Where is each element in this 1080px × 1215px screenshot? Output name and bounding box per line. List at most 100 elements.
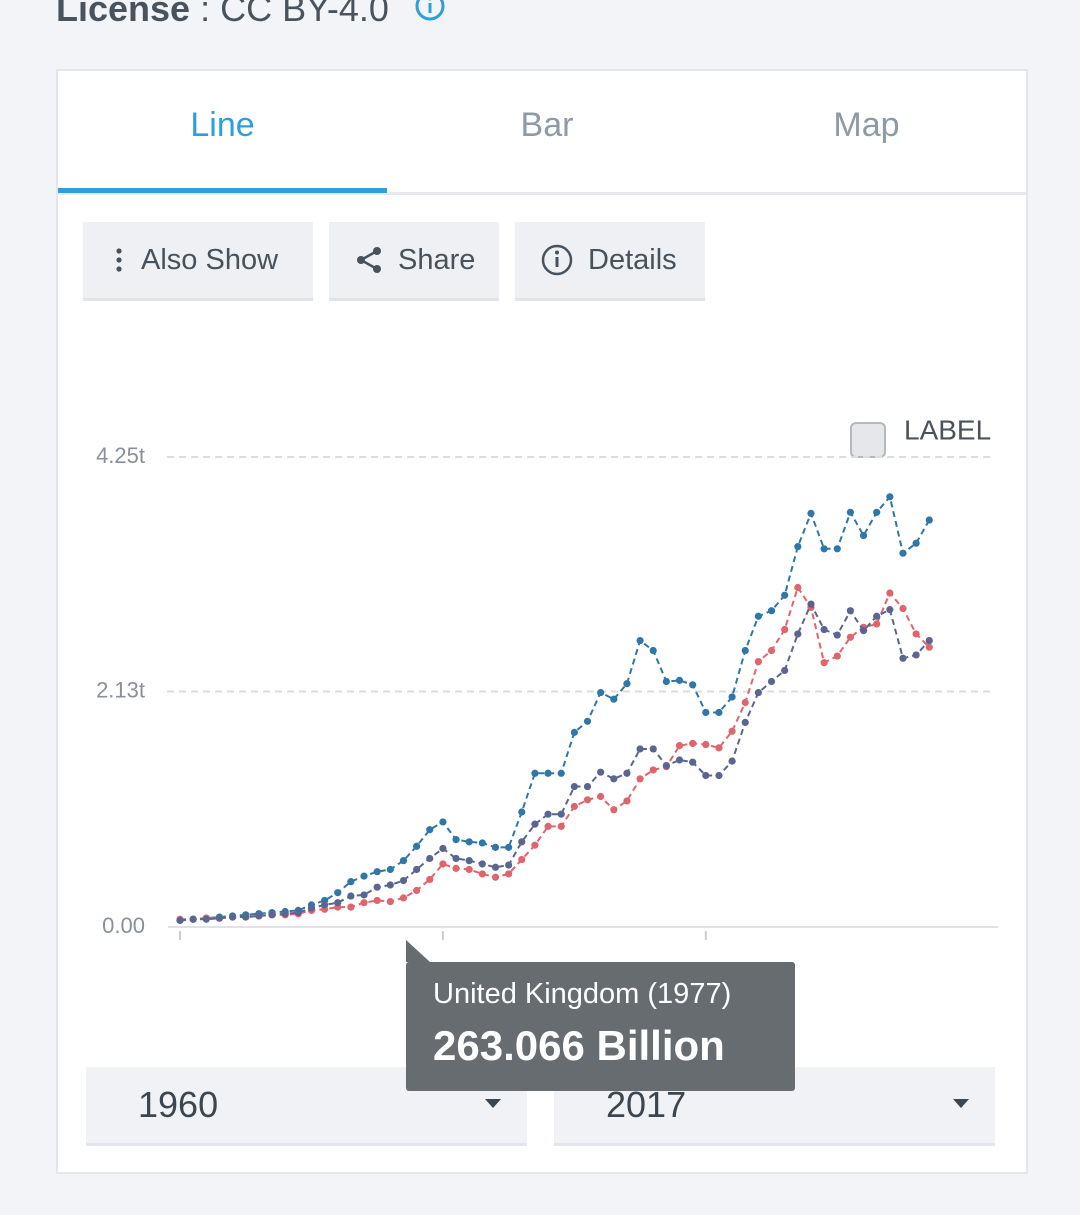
data-point [715,771,723,780]
data-point [886,589,894,597]
button-label: Share [398,243,476,276]
data-point [623,769,631,777]
data-point [794,542,802,551]
data-point [610,806,618,814]
checkbox-label: LABEL [904,414,991,445]
data-point [399,857,408,865]
data-point [505,843,513,851]
caret [953,1099,969,1108]
y-tick-label: 4.25t [96,443,145,468]
data-point [242,913,250,921]
data-point [794,630,802,638]
tooltip-arrow [406,940,430,962]
data-point [399,894,408,902]
caret [485,1099,501,1108]
data-point [360,872,368,880]
y-tick-label: 2.13t [96,677,145,702]
data-point [597,688,605,697]
license-label: License [56,0,191,29]
data-point [833,631,841,639]
data-point [859,627,868,635]
label-checkbox[interactable] [850,422,886,458]
data-point [886,606,894,614]
data-point [807,509,815,517]
data-point [767,607,776,615]
data-point [912,539,920,547]
tooltip: United Kingdom (1977) 263.066 Billion [406,962,795,1091]
data-point [925,516,933,524]
series-line [180,585,930,921]
data-point [334,899,342,907]
share-button[interactable]: Share [329,222,499,298]
more-icon [116,248,122,272]
data-point [912,630,920,638]
tab-line[interactable]: Line [190,106,255,144]
data-point [281,910,289,918]
data-point [531,841,539,849]
data-point [610,775,618,783]
tab-indicator [58,188,387,193]
data-point [702,771,710,780]
tab-bar[interactable]: Bar [520,106,574,144]
data-point [728,757,736,765]
info-icon [541,244,573,276]
data-point [478,870,486,878]
data-point [373,883,381,891]
data-point [610,695,618,703]
data-point [925,636,933,645]
data-point [478,839,486,847]
data-point [386,865,394,874]
data-point [767,646,776,655]
data-point [189,915,197,923]
data-point [781,591,789,599]
data-point [176,916,184,924]
license-header: License : CC BY-4.0 [56,0,447,30]
data-point [373,868,381,876]
from-year: 1960 [138,1084,219,1125]
data-point [570,802,578,811]
data-point [741,718,749,727]
data-point [873,508,881,516]
data-point [754,612,762,620]
data-point [833,545,841,553]
info-icon[interactable] [413,0,447,23]
data-point [702,740,710,749]
data-point [439,844,447,853]
data-point [452,854,460,863]
data-point [846,633,855,641]
data-point [583,717,592,725]
data-point [531,769,539,777]
data-point [347,878,355,886]
data-point [833,652,841,660]
data-point [623,680,631,688]
data-point [373,896,381,905]
data-point [505,861,513,869]
data-point [675,756,684,764]
data-point [741,646,749,655]
data-point [873,612,881,620]
data-point [347,892,355,900]
details-button[interactable]: Details [515,222,705,298]
data-point [426,875,434,884]
data-point [781,666,789,675]
data-point [912,651,920,659]
data-point [728,727,736,735]
data-point [518,838,526,846]
data-point [807,600,815,608]
data-point [859,531,868,540]
data-point [754,657,762,666]
data-point [820,659,828,667]
also-show-button[interactable]: Also Show [83,222,313,298]
data-point [636,775,644,783]
share-icon [357,247,381,273]
data-point [491,873,500,881]
data-point [439,860,447,868]
data-point [570,782,578,791]
tab-map[interactable]: Map [833,106,900,144]
data-point [544,822,552,830]
data-point [899,549,907,557]
data-point [715,744,723,752]
data-point [557,810,565,818]
